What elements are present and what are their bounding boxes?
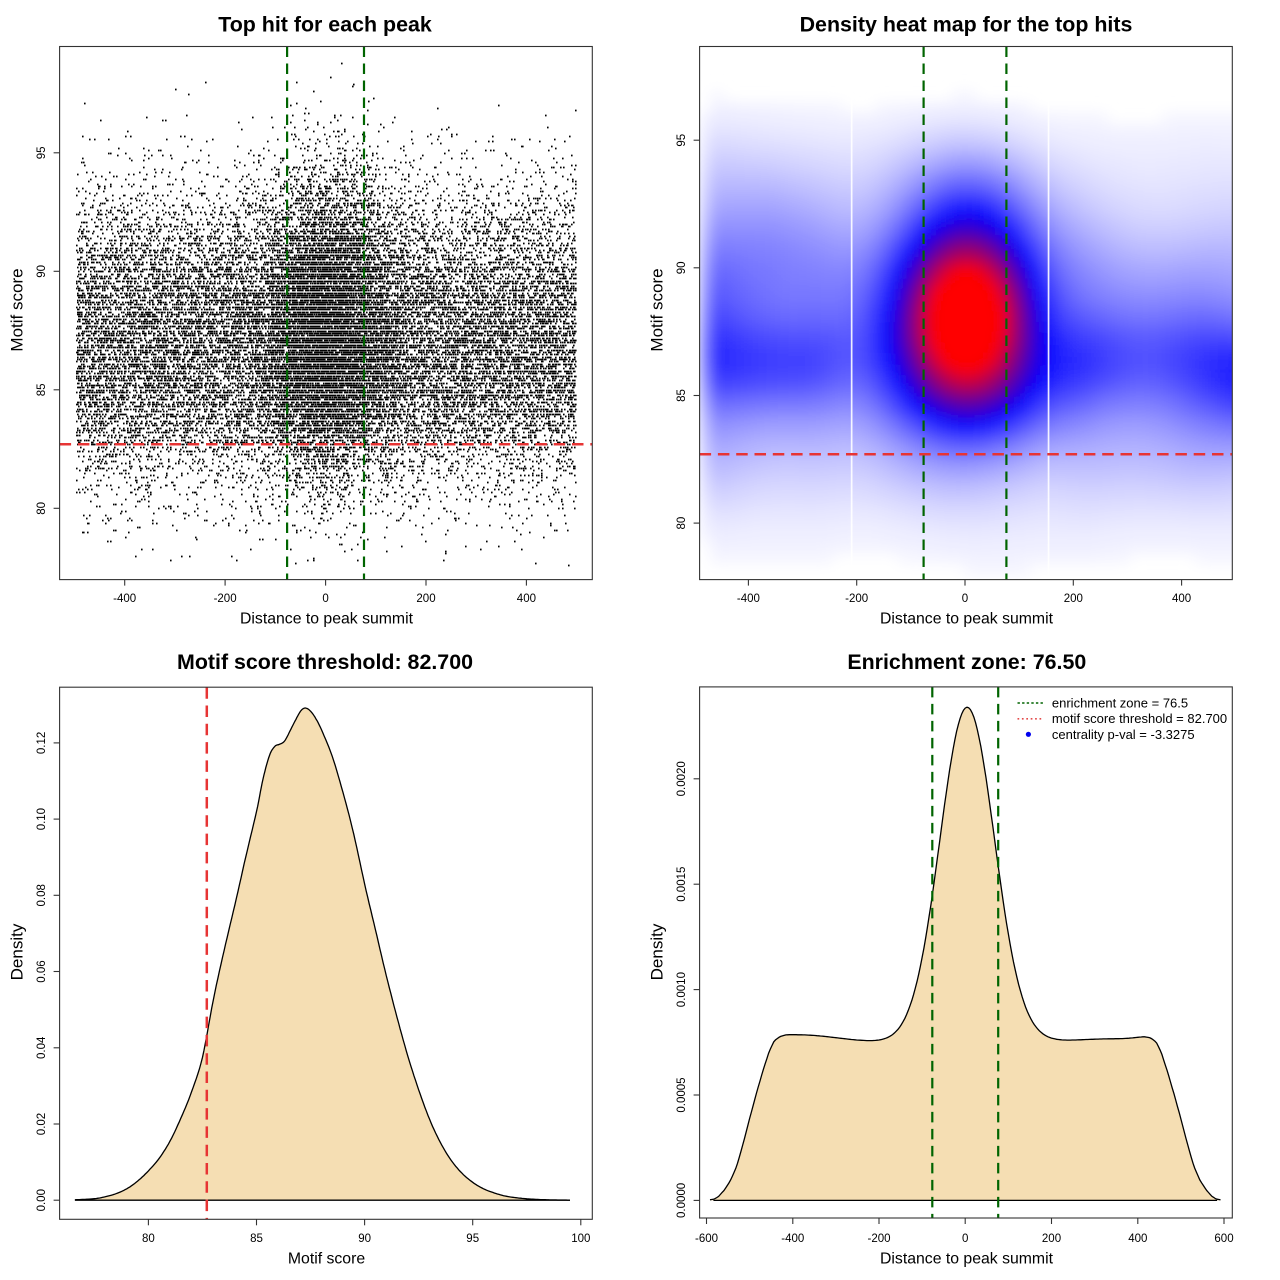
svg-text:0.04: 0.04	[36, 1036, 48, 1059]
svg-text:Motif score threshold: 82.700: Motif score threshold: 82.700	[177, 650, 473, 674]
svg-text:80: 80	[142, 1233, 155, 1245]
svg-text:95: 95	[466, 1233, 479, 1245]
svg-text:100: 100	[571, 1233, 590, 1245]
svg-text:Distance to peak summit: Distance to peak summit	[880, 1251, 1054, 1268]
svg-text:200: 200	[1042, 1233, 1061, 1245]
svg-text:0.12: 0.12	[36, 732, 48, 754]
svg-text:Motif score: Motif score	[648, 268, 667, 351]
svg-text:0: 0	[322, 593, 328, 605]
svg-text:Motif score: Motif score	[288, 1251, 365, 1268]
svg-text:0.08: 0.08	[36, 884, 48, 906]
svg-text:85: 85	[36, 383, 48, 396]
svg-text:0.00: 0.00	[36, 1189, 48, 1211]
svg-text:-400: -400	[737, 593, 760, 605]
svg-text:0: 0	[962, 593, 968, 605]
svg-text:Motif score: Motif score	[8, 268, 27, 351]
svg-text:motif score threshold = 82.700: motif score threshold = 82.700	[1052, 711, 1227, 726]
svg-text:80: 80	[36, 502, 48, 515]
svg-text:0.0015: 0.0015	[676, 867, 688, 902]
svg-text:0: 0	[962, 1233, 968, 1245]
svg-text:0.06: 0.06	[36, 960, 48, 982]
svg-text:400: 400	[517, 593, 536, 605]
svg-text:Density heat map for the top h: Density heat map for the top hits	[800, 12, 1133, 36]
svg-text:-200: -200	[845, 593, 868, 605]
svg-text:90: 90	[676, 261, 688, 274]
svg-text:Enrichment zone: 76.50: Enrichment zone: 76.50	[847, 650, 1086, 674]
svg-text:Density: Density	[648, 923, 667, 980]
svg-text:400: 400	[1172, 593, 1191, 605]
svg-text:0.02: 0.02	[36, 1113, 48, 1135]
svg-text:Distance to peak summit: Distance to peak summit	[240, 610, 414, 627]
svg-text:0.10: 0.10	[36, 808, 48, 830]
svg-text:0.0020: 0.0020	[676, 761, 688, 796]
svg-text:600: 600	[1214, 1233, 1233, 1245]
svg-text:0.0000: 0.0000	[676, 1183, 688, 1218]
svg-text:Density: Density	[8, 923, 27, 980]
svg-text:-200: -200	[214, 593, 237, 605]
svg-text:85: 85	[250, 1233, 263, 1245]
svg-text:Top hit for each peak: Top hit for each peak	[218, 12, 432, 36]
svg-text:-400: -400	[781, 1233, 804, 1245]
svg-text:200: 200	[416, 593, 435, 605]
svg-text:95: 95	[36, 146, 48, 159]
svg-text:400: 400	[1128, 1233, 1147, 1245]
svg-text:80: 80	[676, 517, 688, 530]
svg-text:-600: -600	[695, 1233, 718, 1245]
svg-text:200: 200	[1064, 593, 1083, 605]
svg-text:95: 95	[676, 134, 688, 147]
svg-text:Distance to peak summit: Distance to peak summit	[880, 610, 1054, 627]
svg-text:90: 90	[358, 1233, 371, 1245]
svg-text:enrichment zone = 76.5: enrichment zone = 76.5	[1052, 695, 1188, 710]
svg-text:-400: -400	[113, 593, 136, 605]
svg-text:0.0005: 0.0005	[676, 1077, 688, 1112]
svg-text:85: 85	[676, 389, 688, 402]
svg-text:centrality p-val = -3.3275: centrality p-val = -3.3275	[1052, 727, 1195, 742]
svg-text:0.0010: 0.0010	[676, 972, 688, 1007]
svg-text:-200: -200	[867, 1233, 890, 1245]
svg-text:90: 90	[36, 265, 48, 278]
